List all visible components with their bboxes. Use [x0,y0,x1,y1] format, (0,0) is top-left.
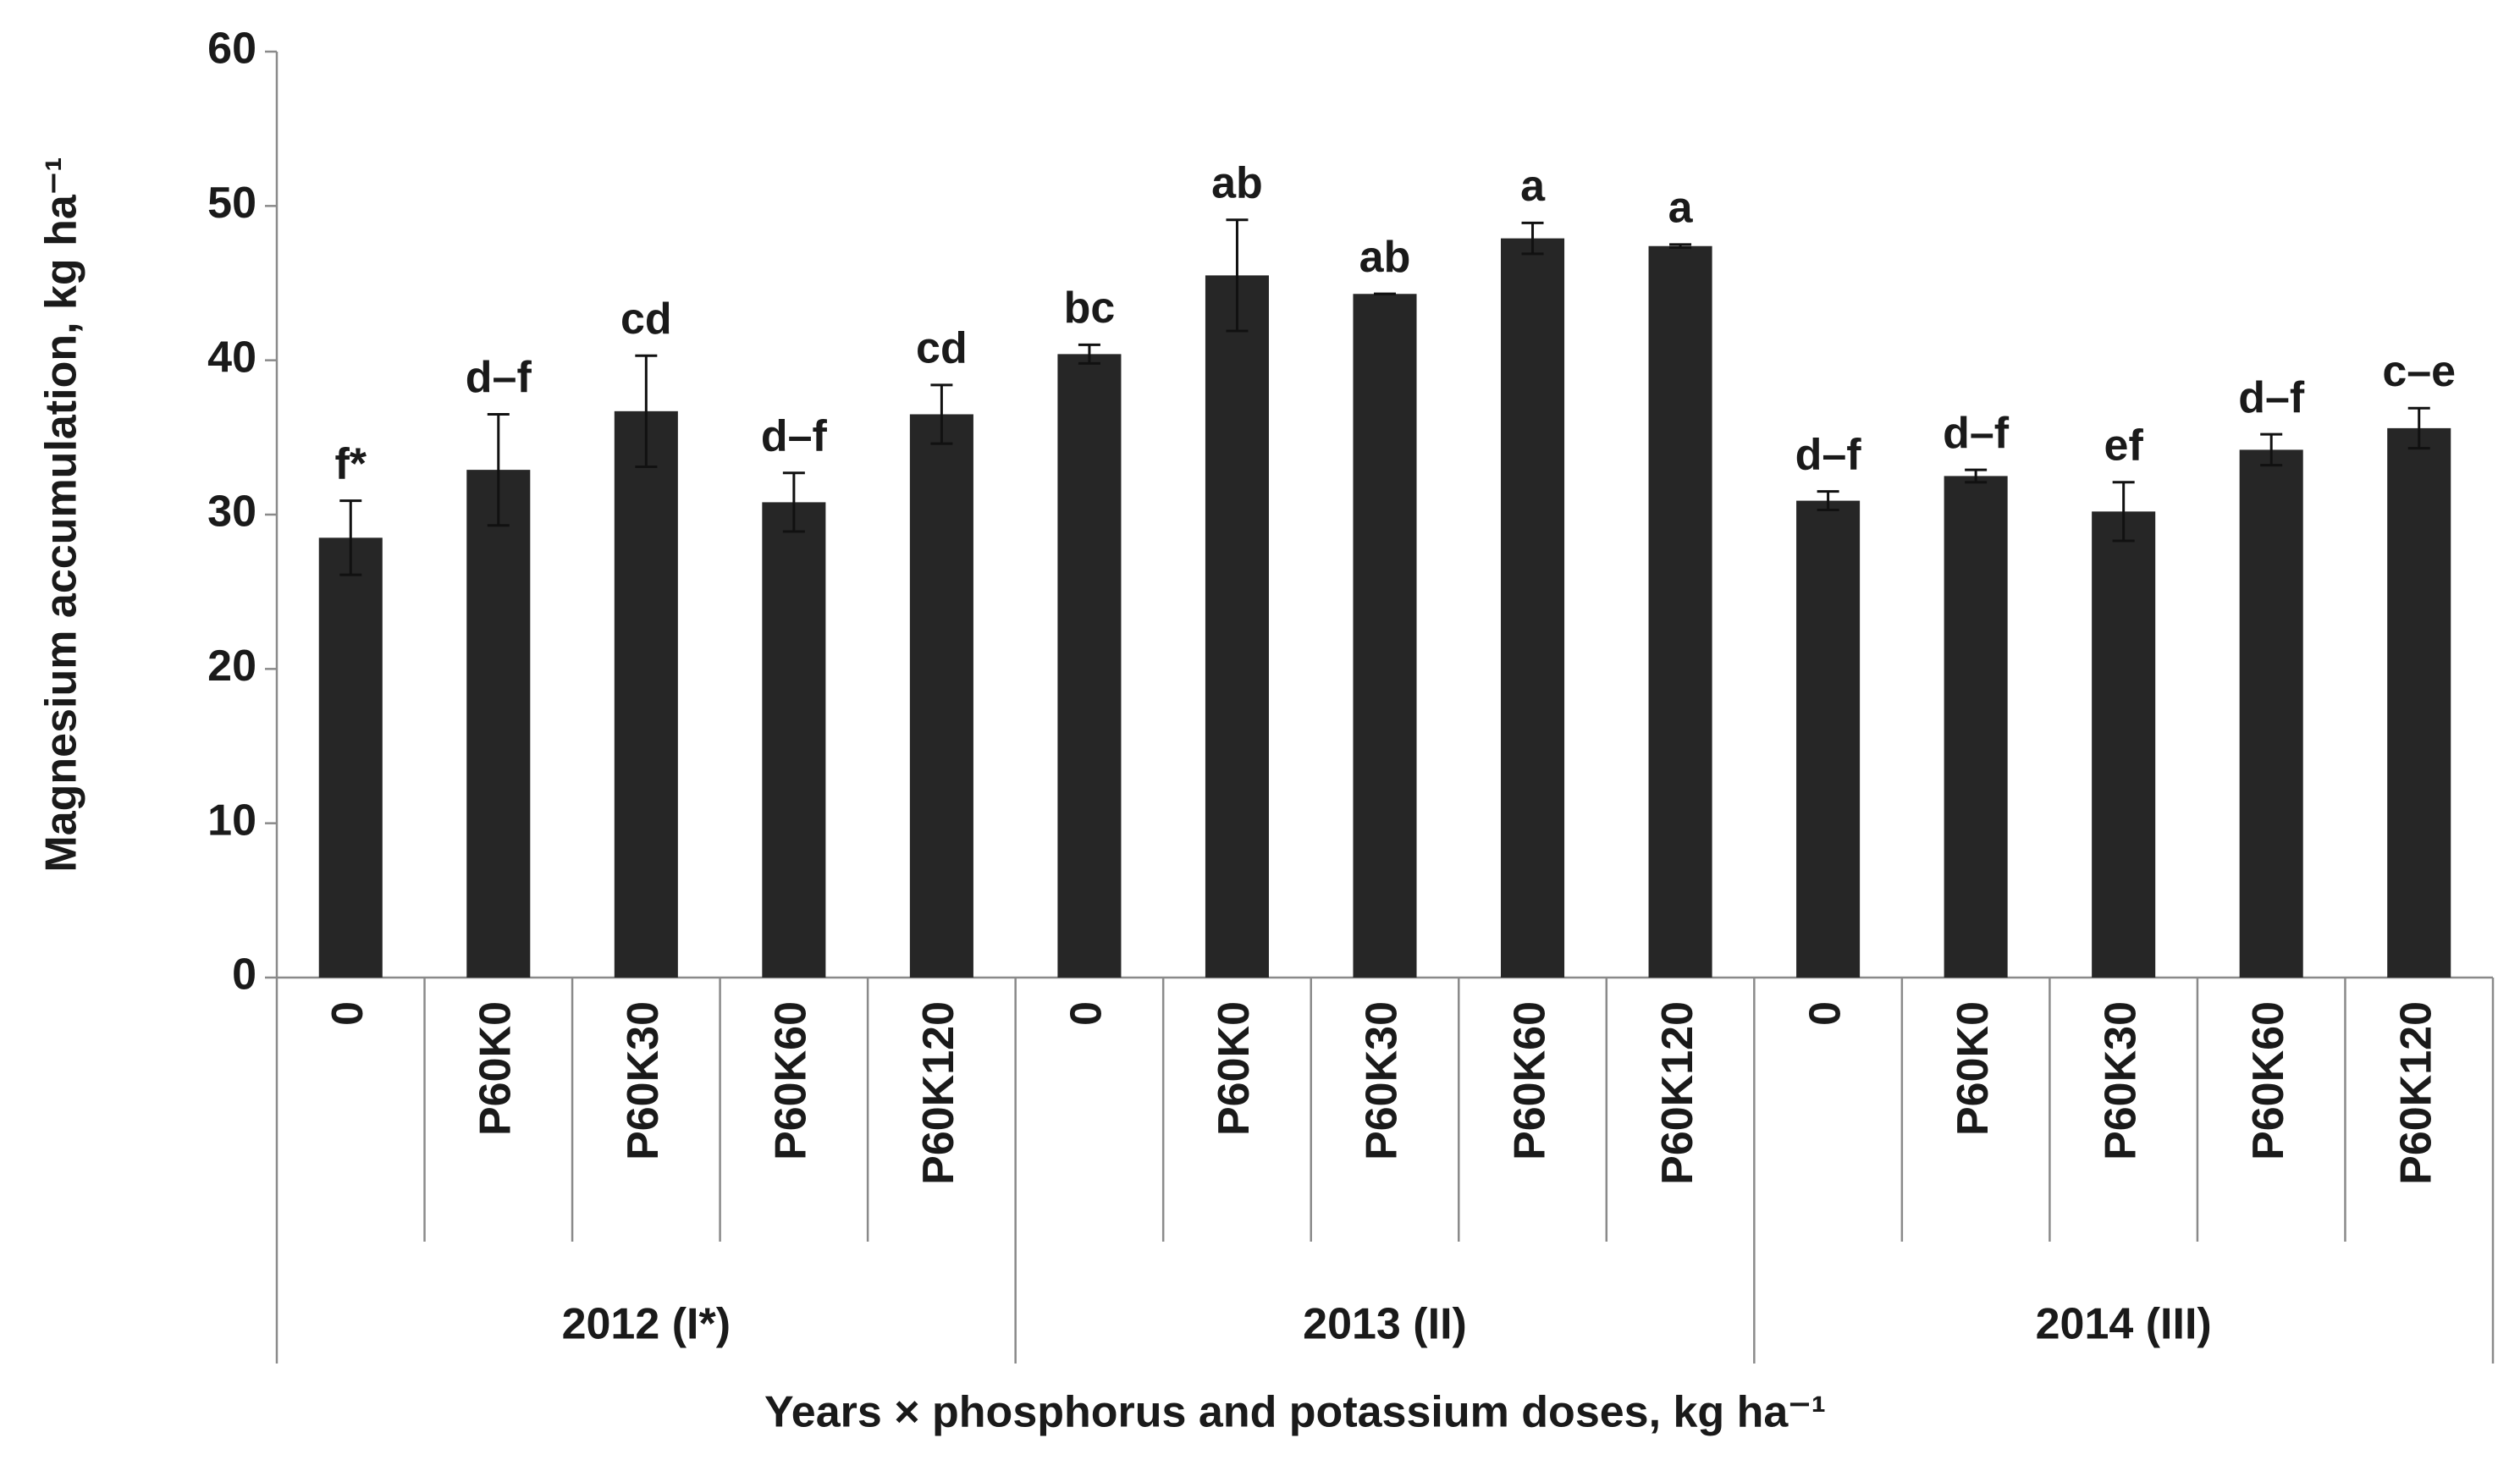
y-tick-label: 30 [207,488,256,537]
bar [2092,511,2156,978]
error-bar [487,412,510,527]
x-tick-label: P60K30 [1358,1001,1407,1160]
bar [909,414,973,978]
y-axis-title: Magnesium accumulation, kg ha⁻¹ [37,157,86,872]
annotation: d–f [761,412,828,461]
annotation: c–e [2382,347,2456,396]
error-bar [2407,406,2430,450]
error-bar [782,471,805,533]
group-label: 2013 (II) [1303,1300,1467,1349]
error-bar [930,383,953,445]
y-tick-label: 0 [232,950,256,1000]
annotation: d–f [1795,430,1862,479]
annotation: cd [620,295,672,344]
annotation: cd [916,324,968,373]
bar [1648,245,1712,978]
error-bar [2260,432,2283,467]
annotation: ab [1359,233,1411,282]
x-tick-label: P60K0 [1949,1001,1998,1136]
group-label: 2014 (III) [2036,1300,2212,1349]
x-tick-label: P60K0 [471,1001,521,1136]
y-tick-label: 60 [207,25,256,74]
y-tick-label: 50 [207,179,256,228]
x-tick-label: P60K60 [1505,1001,1554,1160]
error-bar [1521,221,1544,256]
error-bar [1669,243,1692,250]
bar [1944,476,2008,978]
annotation: d–f [2238,373,2305,422]
x-tick-label: P60K30 [2096,1001,2145,1160]
x-tick-label: P60K60 [767,1001,816,1160]
annotation: d–f [1943,409,2010,458]
error-bar [1965,468,1988,484]
annotation: a [1668,184,1694,233]
annotation: d–f [466,353,532,402]
annotation: bc [1064,284,1116,333]
bar [1057,354,1122,978]
bar [466,470,531,978]
x-tick-label: P60K30 [619,1001,668,1160]
bar [1501,238,1565,978]
x-tick-label: P60K0 [1210,1001,1259,1136]
error-bar [2112,481,2135,543]
error-bar [1817,490,1839,512]
error-bar [1226,218,1249,333]
annotation: ab [1211,158,1263,207]
x-axis-title: Years × phosphorus and potassium doses, … [764,1388,1826,1437]
x-tick-label: P60K120 [914,1001,963,1185]
x-tick-label: P60K120 [2391,1001,2440,1185]
bar [762,502,826,978]
bar [614,410,678,978]
group-label: 2012 (I*) [562,1300,731,1349]
annotation: f* [334,439,367,488]
annotation: ef [2104,421,2144,470]
bar [1796,500,1861,978]
bar [2239,449,2303,978]
annotation: a [1520,162,1546,211]
bar [1205,275,1269,978]
y-tick-label: 20 [207,642,256,691]
error-bar [339,499,362,576]
error-bar [635,354,658,468]
bar [1353,294,1417,978]
bar [2387,427,2451,978]
x-tick-label: P60K60 [2244,1001,2293,1160]
y-tick-label: 40 [207,333,256,382]
x-tick-label: 0 [1062,1001,1111,1026]
y-tick-label: 10 [207,796,256,845]
bar [318,537,383,978]
error-bar [1078,343,1100,365]
x-tick-label: 0 [1800,1001,1850,1026]
x-tick-label: P60K120 [1653,1001,1702,1185]
x-tick-label: 0 [323,1001,372,1026]
